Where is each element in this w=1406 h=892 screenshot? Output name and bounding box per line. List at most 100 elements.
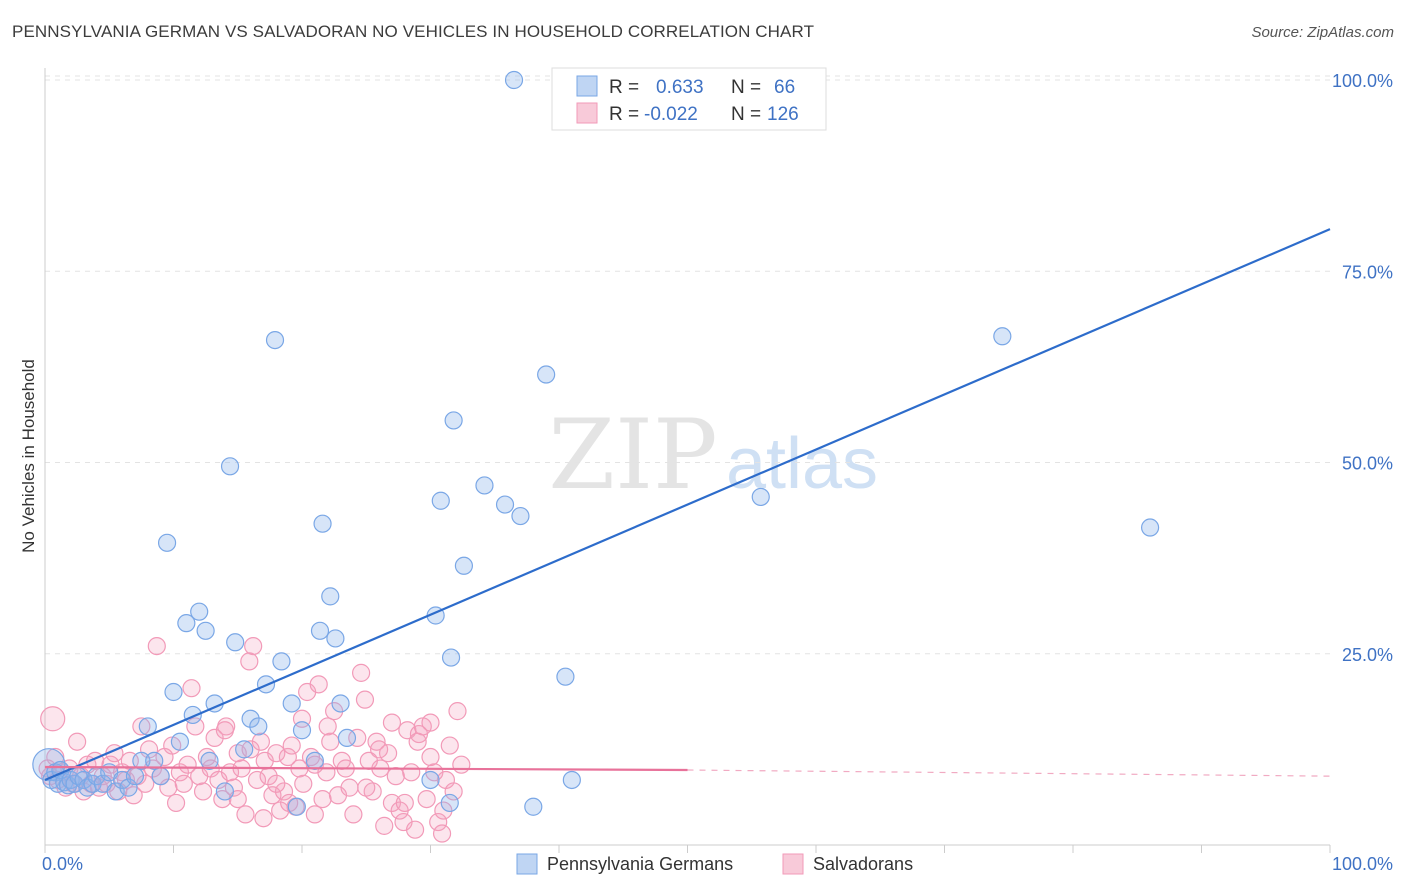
series-legend-label-pink: Salvadorans <box>813 854 913 874</box>
point-salvadorans <box>147 636 166 656</box>
legend-box <box>551 67 827 131</box>
point-salvadorans <box>348 728 367 748</box>
point-pennsylvania-germans <box>119 778 138 797</box>
point-salvadorans <box>186 717 205 736</box>
legend-r-value-blue: 0.633 <box>656 77 704 98</box>
point-salvadorans <box>182 679 201 698</box>
point-salvadorans <box>448 702 467 721</box>
point-salvadorans <box>375 816 394 835</box>
legend-n-value-pink: 126 <box>767 104 799 125</box>
point-salvadorans <box>40 706 66 732</box>
point-salvadorans <box>452 755 471 774</box>
point-salvadorans <box>178 755 197 774</box>
point-salvadorans <box>382 793 402 813</box>
point-salvadorans <box>254 809 273 828</box>
legend-n-label-pink: N = <box>731 104 761 125</box>
point-pennsylvania-germans <box>157 533 177 552</box>
point-salvadorans <box>282 736 301 755</box>
y-tick-label: 100.0% <box>1332 71 1393 91</box>
point-salvadorans <box>429 812 448 832</box>
trend-line-pennsylvania-germans <box>44 228 1331 781</box>
point-salvadorans <box>244 636 263 656</box>
point-pennsylvania-germans <box>313 514 332 533</box>
point-salvadorans <box>247 770 267 790</box>
point-pennsylvania-germans <box>241 709 260 728</box>
point-pennsylvania-germans <box>504 70 524 90</box>
point-pennsylvania-germans <box>524 797 543 816</box>
point-pennsylvania-germans <box>440 793 459 813</box>
point-salvadorans <box>166 793 186 813</box>
point-pennsylvania-germans <box>751 487 770 507</box>
point-pennsylvania-germans <box>495 495 515 514</box>
watermark: ZIP atlas <box>548 399 878 511</box>
point-pennsylvania-germans <box>1140 518 1160 537</box>
tick-labels: 25.0% 50.0% 75.0% 100.0% 0.0% 100.0% <box>42 71 1393 874</box>
point-pennsylvania-germans <box>196 621 215 640</box>
point-pennsylvania-germans <box>164 682 183 702</box>
point-salvadorans <box>313 789 332 809</box>
legend-r-label-pink: R = <box>609 104 639 125</box>
point-pennsylvania-germans <box>177 614 196 633</box>
point-salvadorans <box>263 786 282 805</box>
point-salvadorans <box>344 805 363 824</box>
point-salvadorans <box>318 717 337 736</box>
legend-r-label-blue: R = <box>609 77 639 98</box>
y-axis-label: No Vehicles in Household <box>19 359 38 553</box>
chart-source: Source: ZipAtlas.com <box>1251 24 1394 41</box>
watermark-zip: ZIP <box>548 399 717 511</box>
point-pennsylvania-germans <box>226 633 245 652</box>
point-pennsylvania-germans <box>331 694 350 713</box>
y-tick-label: 75.0% <box>1342 262 1393 282</box>
x-tick-label-max: 100.0% <box>1332 854 1393 874</box>
point-salvadorans <box>236 805 255 824</box>
point-pennsylvania-germans <box>326 629 345 648</box>
point-pennsylvania-germans <box>475 476 494 495</box>
point-pennsylvania-germans <box>170 732 190 751</box>
point-salvadorans <box>294 774 313 793</box>
point-pennsylvania-germans <box>220 457 240 476</box>
point-salvadorans <box>395 793 414 813</box>
point-salvadorans <box>267 744 286 763</box>
trend-line-salvadorans-extension <box>687 769 1331 777</box>
point-salvadorans <box>432 824 452 843</box>
point-pennsylvania-germans <box>132 751 151 770</box>
point-salvadorans <box>408 732 427 751</box>
point-pennsylvania-germans <box>151 767 170 786</box>
point-pennsylvania-germans <box>287 797 306 816</box>
point-pennsylvania-germans <box>265 331 285 350</box>
point-salvadorans <box>421 747 440 767</box>
legend: R = 0.633 N = 66 R = -0.022 N = 126 <box>551 67 827 131</box>
point-salvadorans <box>205 728 224 748</box>
point-pennsylvania-germans <box>292 721 312 740</box>
trend-line-salvadorans <box>44 765 688 772</box>
series-legend: Pennsylvania Germans Salvadorans <box>516 853 913 875</box>
point-salvadorans <box>174 774 193 793</box>
point-salvadorans <box>68 732 87 751</box>
point-pennsylvania-germans <box>993 327 1012 346</box>
point-pennsylvania-germans <box>421 770 440 790</box>
point-pennsylvania-germans <box>235 740 254 759</box>
point-pennsylvania-germans <box>310 621 330 640</box>
point-pennsylvania-germans <box>282 694 301 713</box>
series-salvadorans-points <box>38 636 471 843</box>
point-pennsylvania-germans <box>305 751 324 770</box>
point-salvadorans <box>274 782 294 801</box>
axes <box>44 68 1331 853</box>
point-salvadorans <box>305 805 324 824</box>
point-pennsylvania-germans <box>511 506 530 526</box>
point-pennsylvania-germans <box>441 648 461 667</box>
point-salvadorans <box>382 713 402 732</box>
point-pennsylvania-germans <box>454 556 474 575</box>
watermark-atlas: atlas <box>726 424 878 504</box>
point-salvadorans <box>357 778 376 797</box>
point-salvadorans <box>355 690 375 709</box>
point-pennsylvania-germans <box>556 667 575 686</box>
point-salvadorans <box>215 721 234 740</box>
point-salvadorans <box>132 717 151 736</box>
point-pennsylvania-germans <box>444 411 463 430</box>
point-salvadorans <box>417 789 436 809</box>
legend-swatch-pink <box>576 102 598 124</box>
point-salvadorans <box>370 740 389 759</box>
point-salvadorans <box>240 652 259 671</box>
point-pennsylvania-germans <box>190 602 209 621</box>
